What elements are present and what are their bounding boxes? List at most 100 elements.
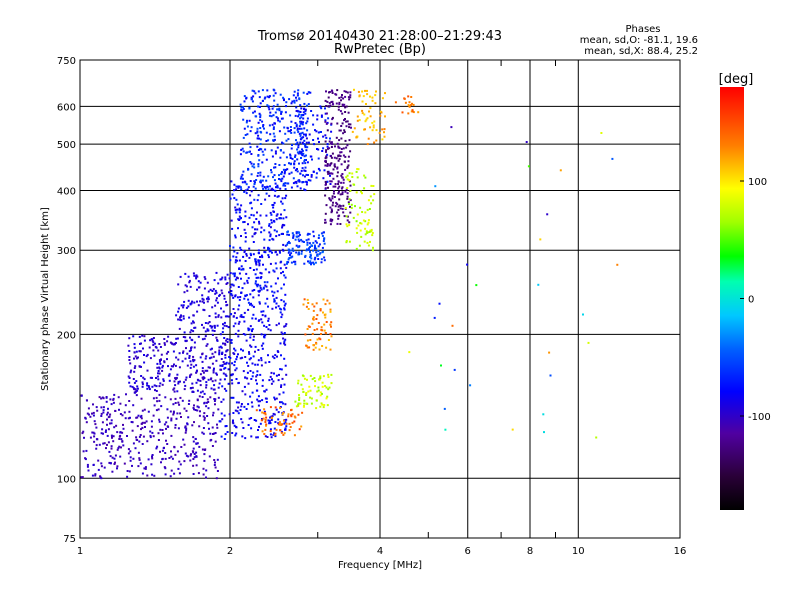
scatter-point	[177, 401, 180, 404]
scatter-point	[355, 191, 358, 194]
scatter-point	[278, 120, 281, 123]
scatter-point	[294, 238, 297, 241]
scatter-point	[212, 355, 215, 358]
scatter-point	[258, 137, 260, 140]
scatter-point	[241, 177, 244, 180]
scatter-point	[247, 382, 250, 385]
scatter-point	[146, 440, 149, 443]
scatter-point	[236, 208, 239, 211]
scatter-point	[280, 110, 283, 113]
scatter-point	[306, 339, 309, 342]
scatter-point	[128, 356, 131, 358]
scatter-point	[257, 404, 260, 407]
scatter-point	[284, 427, 287, 430]
scatter-point	[241, 173, 244, 176]
scatter-point	[189, 454, 192, 457]
scatter-point	[356, 231, 359, 234]
scatter-point	[317, 131, 320, 134]
scatter-point	[279, 178, 282, 181]
scatter-point	[147, 385, 150, 387]
scatter-point	[236, 410, 239, 413]
scatter-point	[262, 187, 265, 190]
scatter-point	[155, 390, 158, 392]
scatter-point	[296, 141, 299, 144]
scatter-point	[255, 419, 258, 422]
scatter-point	[201, 294, 204, 297]
scatter-point	[330, 155, 332, 158]
scatter-point	[257, 400, 260, 403]
scatter-point	[275, 214, 278, 217]
scatter-point	[146, 384, 149, 387]
scatter-point	[112, 398, 115, 401]
scatter-point	[270, 436, 273, 439]
scatter-point	[380, 111, 383, 114]
scatter-point	[246, 151, 249, 154]
scatter-point	[381, 138, 384, 141]
scatter-point	[238, 211, 241, 214]
scatter-point	[332, 177, 335, 180]
scatter-point	[320, 114, 323, 117]
scatter-point	[165, 439, 167, 442]
scatter-point	[367, 244, 370, 247]
scatter-point	[226, 273, 229, 276]
scatter-point	[275, 296, 278, 299]
scatter-point	[250, 427, 253, 430]
scatter-point	[339, 155, 342, 158]
scatter-point	[337, 154, 340, 157]
scatter-point	[295, 405, 298, 408]
scatter-point	[184, 378, 187, 381]
scatter-point	[283, 422, 286, 425]
scatter-point	[275, 230, 278, 233]
scatter-point	[318, 243, 321, 246]
scatter-point	[170, 434, 173, 437]
scatter-point	[349, 199, 352, 202]
scatter-point	[193, 421, 195, 424]
scatter-point	[272, 206, 275, 209]
scatter-point	[230, 292, 233, 295]
scatter-point	[215, 299, 218, 302]
scatter-point	[315, 302, 318, 305]
scatter-point	[251, 100, 254, 103]
scatter-point	[341, 176, 344, 179]
scatter-point	[360, 222, 363, 225]
scatter-point	[106, 423, 108, 426]
scatter-point	[166, 425, 169, 428]
scatter-point	[288, 162, 290, 165]
scatter-point	[254, 273, 257, 276]
scatter-point	[230, 219, 233, 222]
scatter-point	[328, 147, 331, 150]
scatter-point	[327, 376, 330, 378]
scatter-point	[337, 159, 340, 162]
scatter-point	[264, 302, 267, 305]
scatter-point	[86, 465, 89, 468]
scatter-point	[280, 173, 283, 175]
scatter-point	[239, 246, 242, 249]
scatter-point	[312, 123, 315, 126]
scatter-point	[259, 422, 262, 425]
scatter-point	[276, 350, 279, 353]
scatter-point	[329, 137, 331, 140]
scatter-point	[202, 415, 205, 418]
scatter-point	[295, 232, 298, 235]
scatter-point	[324, 134, 327, 137]
scatter-point	[307, 91, 310, 94]
scatter-point	[336, 166, 339, 169]
scatter-point	[192, 458, 195, 460]
scatter-point	[361, 192, 363, 195]
scatter-point	[249, 303, 251, 306]
scatter-point	[330, 180, 333, 183]
scatter-point	[305, 159, 307, 161]
scatter-point	[187, 403, 190, 405]
scatter-point	[289, 154, 292, 157]
scatter-point	[330, 172, 333, 175]
scatter-point	[384, 92, 386, 95]
scatter-point	[364, 233, 367, 236]
scatter-point	[308, 248, 310, 251]
scatter-point	[122, 444, 125, 447]
scatter-point	[219, 364, 222, 367]
scatter-point	[254, 317, 257, 320]
scatter-point	[106, 443, 108, 446]
scatter-point	[156, 400, 159, 403]
scatter-point	[102, 409, 105, 412]
scatter-point	[114, 409, 117, 412]
